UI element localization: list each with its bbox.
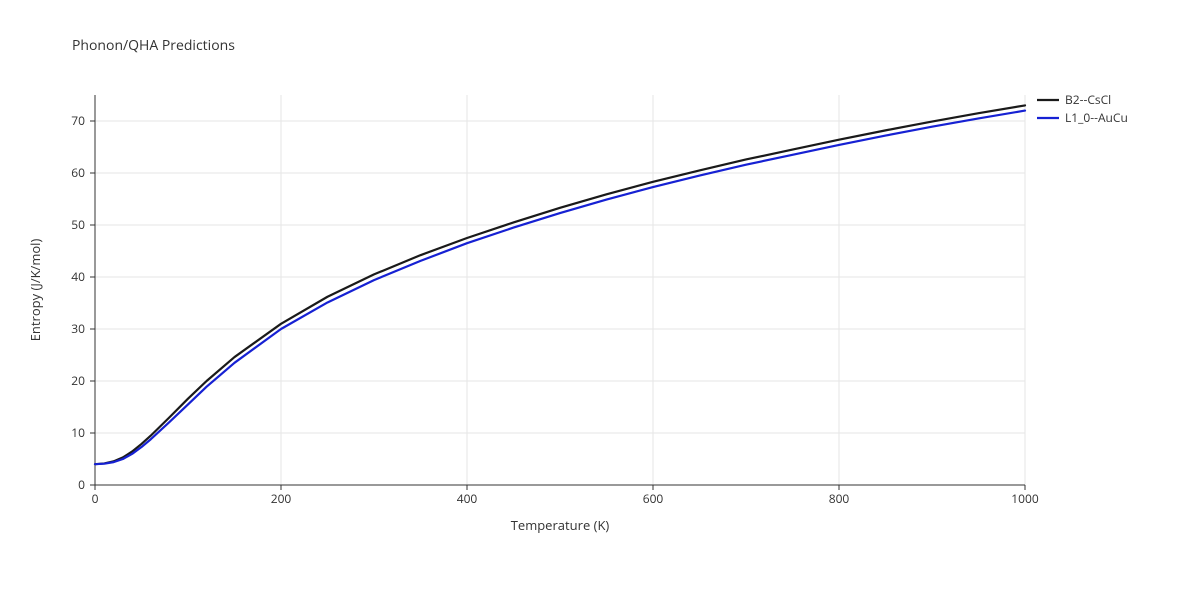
y-tick-label: 50 [71,216,85,233]
line-series [95,105,1025,464]
y-tick-label: 70 [71,112,85,129]
x-tick-label: 0 [92,490,99,507]
y-tick-label: 10 [71,424,85,441]
gridlines [95,95,1025,485]
series-line [95,105,1025,464]
x-tick-label: 400 [457,490,478,507]
x-tick-label: 200 [271,490,292,507]
legend: B2--CsClL1_0--AuCu [1037,91,1128,126]
legend-label: L1_0--AuCu [1065,109,1128,126]
axes [90,95,1025,490]
chart-container: Phonon/QHA Predictions 02004006008001000… [0,0,1200,600]
series-line [95,111,1025,465]
tick-labels: 0 200 400 600 800 1000 0 10 20 30 40 50 60 70 [71,112,1039,507]
x-tick-label: 800 [829,490,850,507]
x-tick-label: 1000 [1011,490,1039,507]
y-axis-label: Entropy (J/K/mol) [26,239,44,342]
entropy-chart: 0 200 400 600 800 1000 0 10 20 30 40 50 60 70 Tempera… [0,0,1200,600]
axis-labels: Temperature (K) Entropy (J/K/mol) [26,239,609,534]
y-tick-label: 30 [71,320,85,337]
y-tick-label: 40 [71,268,85,285]
x-axis-label: Temperature (K) [511,516,610,534]
y-tick-label: 0 [78,476,85,493]
y-tick-label: 60 [71,164,85,181]
y-tick-label: 20 [71,372,85,389]
legend-label: B2--CsCl [1065,91,1111,108]
x-tick-label: 600 [643,490,664,507]
